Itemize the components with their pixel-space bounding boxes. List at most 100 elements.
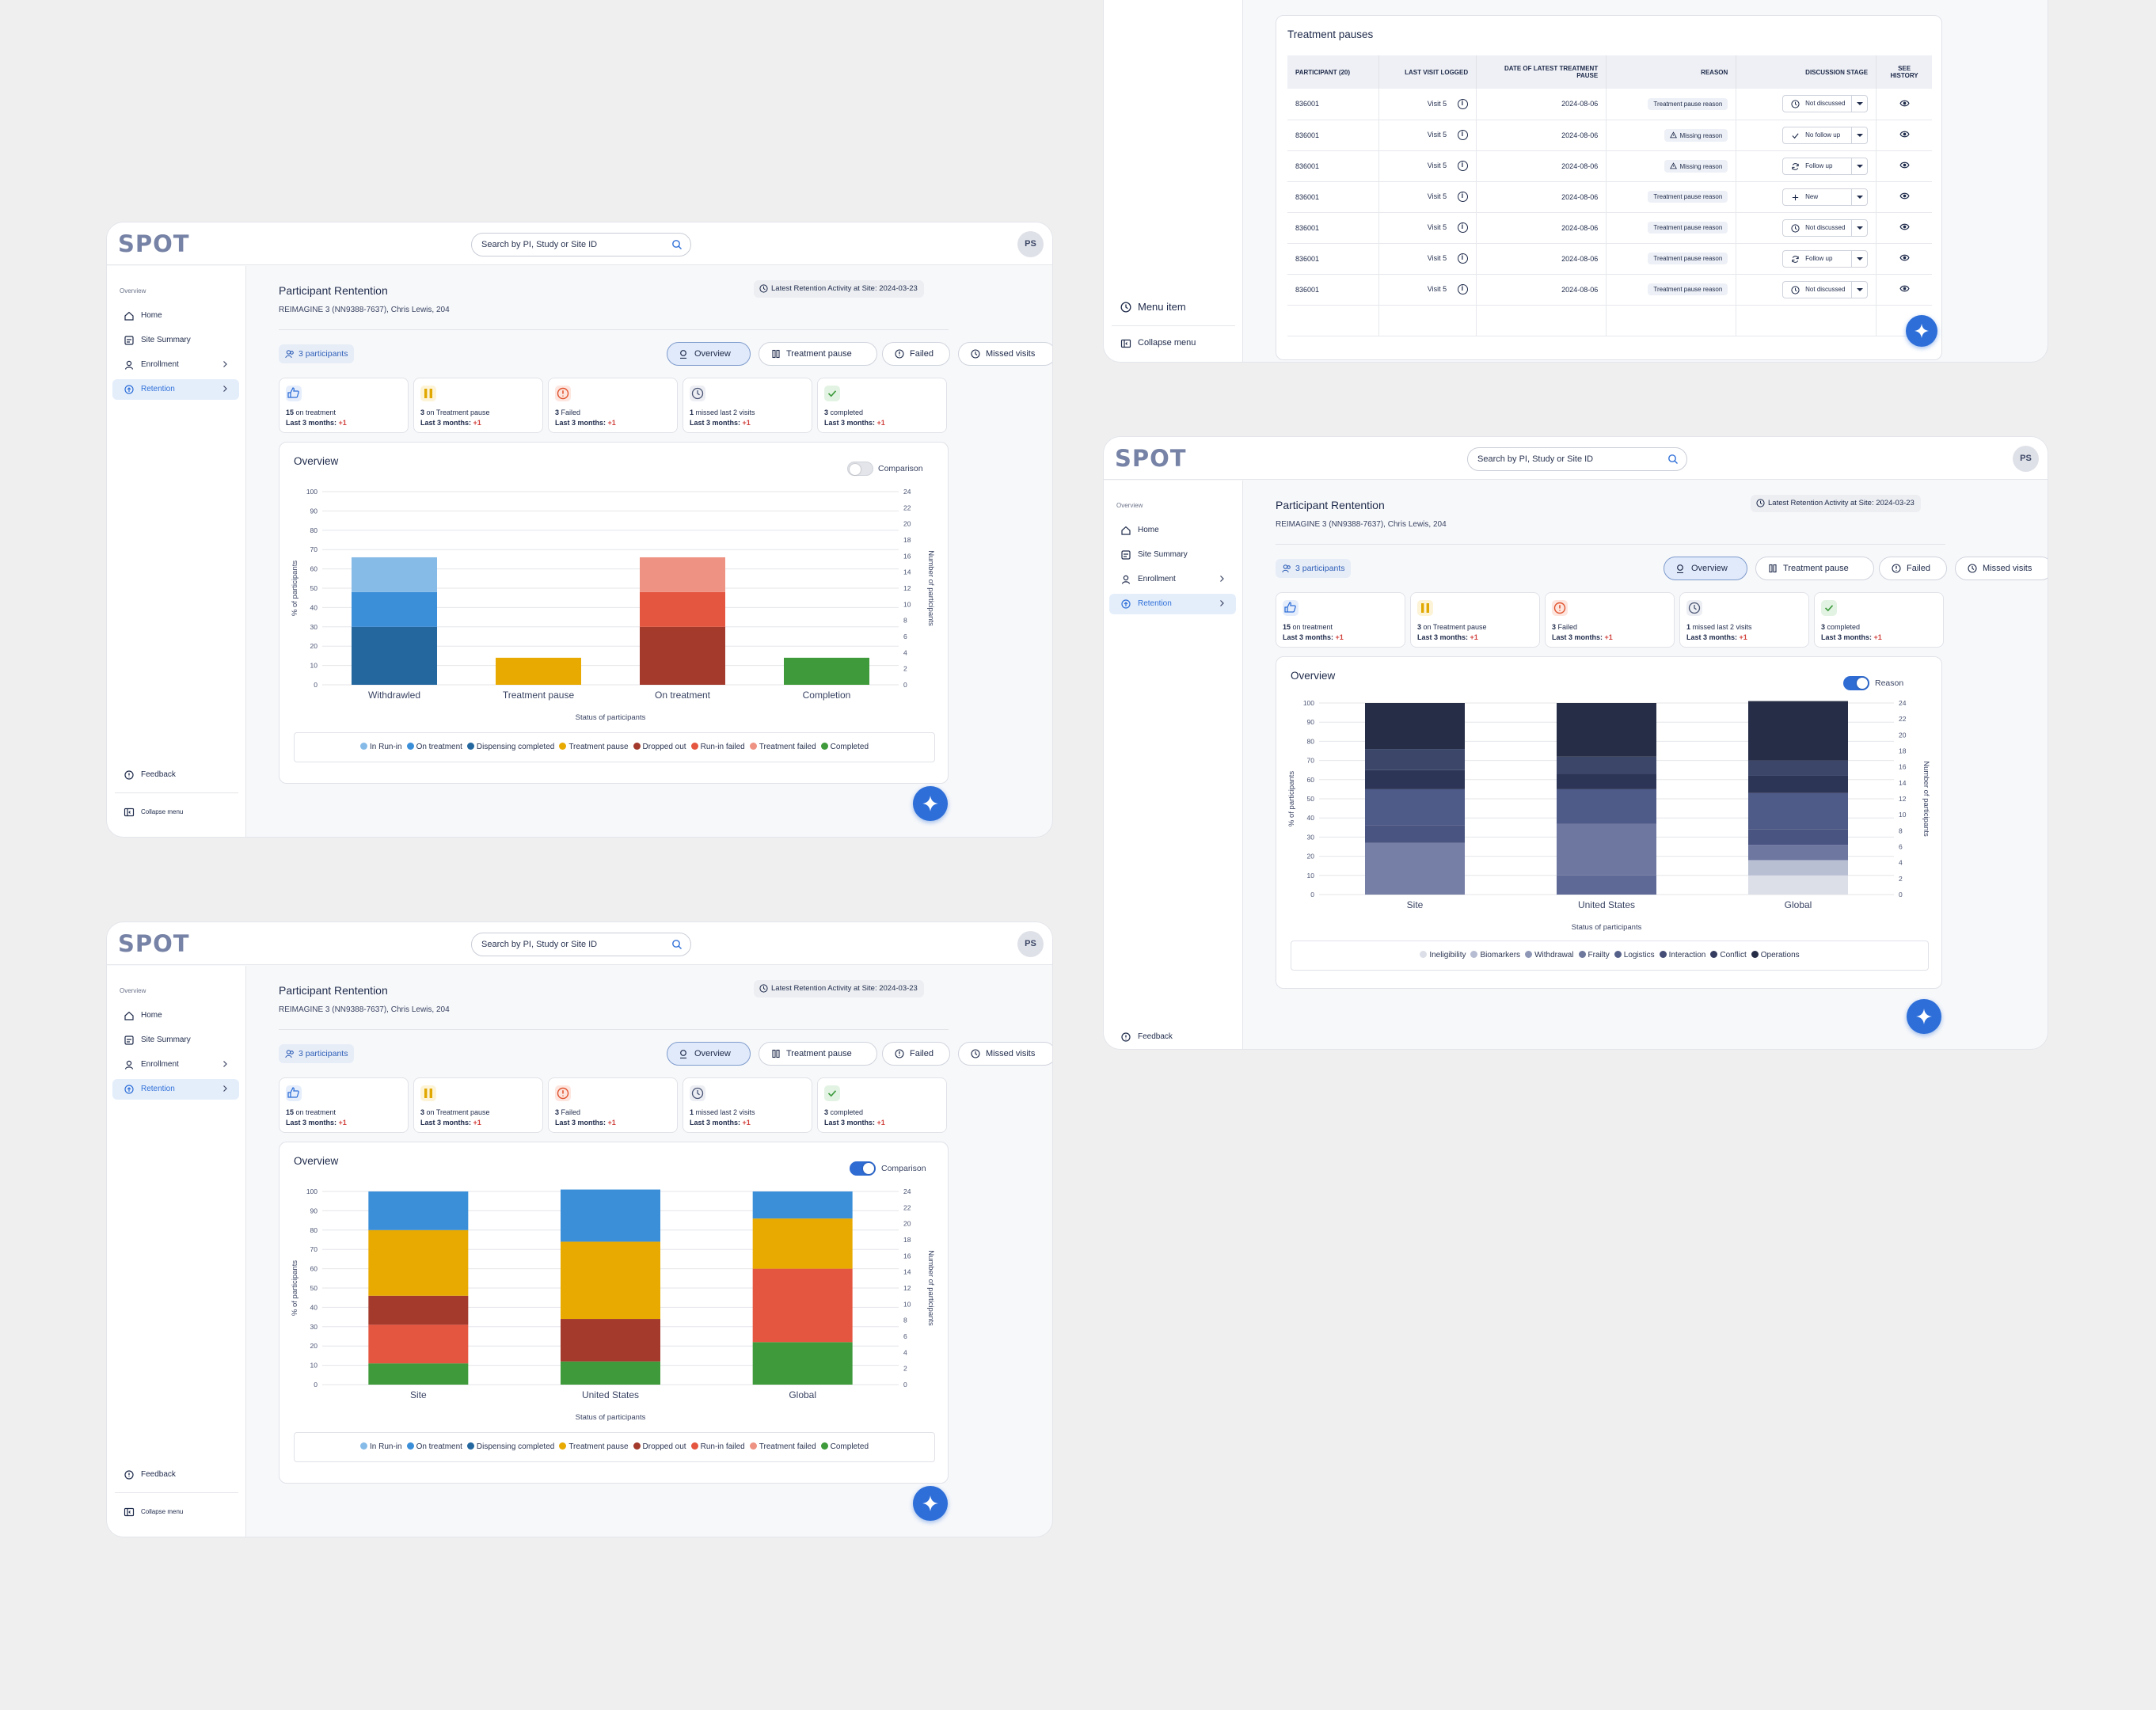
tab-missed-visits[interactable]: Missed visits <box>1955 557 2048 580</box>
sidebar-menu-item[interactable]: Menu item <box>1109 297 1236 317</box>
stat-failed[interactable]: 3 Failed Last 3 months: +1 <box>548 378 678 433</box>
sidebar-item-retention[interactable]: Retention <box>112 379 239 400</box>
stat-completed[interactable]: 3 completed Last 3 months: +1 <box>817 1077 947 1133</box>
avatar[interactable]: PS <box>1017 231 1044 257</box>
search-input[interactable]: Search by PI, Study or Site ID <box>1467 447 1687 471</box>
sidebar-item-site-summary[interactable]: Site Summary <box>1109 545 1236 565</box>
ai-assistant-button[interactable] <box>1906 315 1937 347</box>
tab-treatment-pause[interactable]: Treatment pause <box>759 1042 877 1066</box>
discussion-stage-select[interactable]: Not discussed <box>1782 95 1869 113</box>
stat-on-treatment[interactable]: 15 on treatment Last 3 months: +1 <box>279 1077 409 1133</box>
tab-treatment-pause[interactable]: Treatment pause <box>759 342 877 366</box>
eye-icon[interactable] <box>1899 191 1910 201</box>
info-icon[interactable] <box>1458 284 1469 294</box>
table-row[interactable]: 836001 Visit 5 2024-08-06 Treatment pause r… <box>1287 89 1932 120</box>
discussion-stage-select[interactable]: No follow up <box>1782 126 1869 144</box>
info-icon[interactable] <box>1458 161 1469 171</box>
discussion-stage-select[interactable]: Follow up <box>1782 249 1869 268</box>
ai-assistant-button[interactable] <box>913 1486 948 1521</box>
info-icon[interactable] <box>1458 98 1469 109</box>
info-icon[interactable] <box>1458 253 1469 264</box>
eye-icon[interactable] <box>1899 283 1910 294</box>
stat-failed[interactable]: 3 Failed Last 3 months: +1 <box>548 1077 678 1133</box>
stat-on-treatment[interactable]: 15 on treatment Last 3 months: +1 <box>1276 592 1405 648</box>
chevron-down-icon[interactable] <box>1851 96 1867 112</box>
feedback-button[interactable]: Feedback <box>1109 1027 1236 1047</box>
ai-assistant-button[interactable] <box>913 786 948 821</box>
tab-missed-visits[interactable]: Missed visits <box>958 1042 1052 1066</box>
avatar[interactable]: PS <box>2013 446 2039 472</box>
sidebar-item-enrollment[interactable]: Enrollment <box>1109 569 1236 590</box>
stat-treatment-pause[interactable]: 3 on Treatment pause Last 3 months: +1 <box>1410 592 1540 648</box>
eye-icon[interactable] <box>1899 98 1910 108</box>
eye-icon[interactable] <box>1899 129 1910 139</box>
tab-treatment-pause[interactable]: Treatment pause <box>1755 557 1874 580</box>
info-icon[interactable] <box>1458 222 1469 233</box>
sidebar-item-site-summary[interactable]: Site Summary <box>112 1030 239 1051</box>
sidebar-item-site-summary[interactable]: Site Summary <box>112 330 239 351</box>
discussion-stage-select[interactable]: Follow up <box>1782 157 1869 175</box>
tab-missed-visits[interactable]: Missed visits <box>958 342 1052 366</box>
sidebar-item-home[interactable]: Home <box>112 306 239 326</box>
discussion-stage-select[interactable]: New <box>1782 188 1869 206</box>
tab-failed[interactable]: Failed <box>882 342 950 366</box>
discussion-stage-select[interactable]: Not discussed <box>1782 218 1869 237</box>
collapse-menu-button[interactable]: Collapse menu <box>112 802 239 823</box>
feedback-button[interactable]: Feedback <box>112 1465 239 1485</box>
table-row[interactable]: 836001 Visit 5 2024-08-06 Treatment pause r… <box>1287 181 1932 213</box>
chevron-down-icon[interactable] <box>1851 188 1867 205</box>
stat-completed[interactable]: 3 completed Last 3 months: +1 <box>1814 592 1944 648</box>
table-row[interactable]: 836001 Visit 5 2024-08-06 Missing reason Fol… <box>1287 150 1932 182</box>
info-icon[interactable] <box>1458 192 1469 202</box>
table-row[interactable]: 836001 Visit 5 2024-08-06 Treatment pause r… <box>1287 243 1932 275</box>
stat-treatment-pause[interactable]: 3 on Treatment pause Last 3 months: +1 <box>413 378 543 433</box>
sidebar-item-home[interactable]: Home <box>112 1005 239 1026</box>
collapse-menu-button[interactable]: Collapse menu <box>1109 333 1236 354</box>
search-input[interactable]: Search by PI, Study or Site ID <box>471 233 691 256</box>
stat-missed-visits[interactable]: 1 missed last 2 visits Last 3 months: +1 <box>683 378 812 433</box>
table-row[interactable]: 836001 Visit 5 2024-08-06 Treatment pause r… <box>1287 212 1932 244</box>
sidebar-item-enrollment[interactable]: Enrollment <box>112 355 239 375</box>
column-header[interactable]: DISCUSSION STAGE <box>1736 55 1877 89</box>
feedback-button[interactable]: Feedback <box>112 765 239 785</box>
sidebar-item-enrollment[interactable]: Enrollment <box>112 1054 239 1075</box>
table-row[interactable]: 836001 Visit 5 2024-08-06 Treatment pause r… <box>1287 274 1932 306</box>
comparison-toggle[interactable] <box>850 1161 876 1176</box>
tab-failed[interactable]: Failed <box>882 1042 950 1066</box>
chevron-down-icon[interactable] <box>1851 250 1867 267</box>
chevron-down-icon[interactable] <box>1851 219 1867 236</box>
column-header[interactable]: SEE HISTORY <box>1876 55 1932 89</box>
reason-toggle[interactable] <box>1843 676 1869 690</box>
chevron-down-icon[interactable] <box>1851 281 1867 298</box>
stat-missed-visits[interactable]: 1 missed last 2 visits Last 3 months: +1 <box>683 1077 812 1133</box>
chevron-down-icon[interactable] <box>1851 127 1867 143</box>
stat-missed-visits[interactable]: 1 missed last 2 visits Last 3 months: +1 <box>1679 592 1809 648</box>
eye-icon[interactable] <box>1899 253 1910 263</box>
search-input[interactable]: Search by PI, Study or Site ID <box>471 933 691 956</box>
column-header[interactable]: LAST VISIT LOGGED <box>1378 55 1477 89</box>
avatar[interactable]: PS <box>1017 931 1044 957</box>
tab-failed[interactable]: Failed <box>1879 557 1947 580</box>
chevron-down-icon[interactable] <box>1851 158 1867 174</box>
sidebar-item-retention[interactable]: Retention <box>112 1079 239 1100</box>
stat-treatment-pause[interactable]: 3 on Treatment pause Last 3 months: +1 <box>413 1077 543 1133</box>
comparison-toggle[interactable] <box>847 462 873 476</box>
column-header[interactable]: DATE OF LATEST TREATMENT PAUSE <box>1476 55 1607 89</box>
tab-overview[interactable]: Overview <box>667 1042 751 1066</box>
stat-on-treatment[interactable]: 15 on treatment Last 3 months: +1 <box>279 378 409 433</box>
table-row[interactable]: 836001 Visit 5 2024-08-06 Missing reason No … <box>1287 120 1932 151</box>
stat-failed[interactable]: 3 Failed Last 3 months: +1 <box>1545 592 1675 648</box>
collapse-menu-button[interactable]: Collapse menu <box>112 1502 239 1522</box>
eye-icon[interactable] <box>1899 160 1910 170</box>
eye-icon[interactable] <box>1899 222 1910 232</box>
discussion-stage-select[interactable]: Not discussed <box>1782 280 1869 298</box>
tab-overview[interactable]: Overview <box>667 342 751 366</box>
sidebar-item-home[interactable]: Home <box>1109 520 1236 541</box>
ai-assistant-button[interactable] <box>1907 999 1941 1034</box>
tab-overview[interactable]: Overview <box>1664 557 1747 580</box>
column-header[interactable]: PARTICIPANT (20) <box>1287 55 1379 89</box>
sidebar-item-retention[interactable]: Retention <box>1109 594 1236 614</box>
stat-completed[interactable]: 3 completed Last 3 months: +1 <box>817 378 947 433</box>
column-header[interactable]: REASON <box>1606 55 1737 89</box>
info-icon[interactable] <box>1458 130 1469 140</box>
